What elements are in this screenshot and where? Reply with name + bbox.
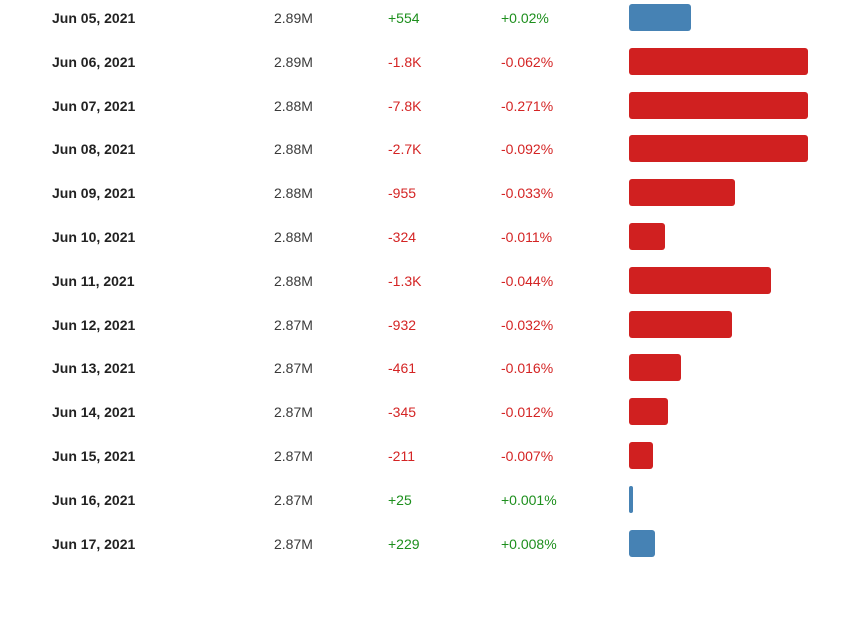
date-cell: Jun 09, 2021	[52, 185, 136, 201]
table-row: Jun 10, 2021 2.88M -324 -0.011%	[0, 222, 848, 252]
percent-cell: -0.033%	[501, 185, 554, 201]
population-cell: 2.87M	[274, 360, 313, 376]
change-bar-negative	[629, 179, 735, 206]
date-cell: Jun 13, 2021	[52, 360, 136, 376]
change-cell: +25	[388, 492, 412, 508]
percent-cell: +0.008%	[501, 536, 557, 552]
table-row: Jun 17, 2021 2.87M +229 +0.008%	[0, 529, 848, 559]
change-bar-negative	[629, 354, 681, 381]
change-cell: -1.3K	[388, 273, 422, 289]
table-row: Jun 11, 2021 2.88M -1.3K -0.044%	[0, 266, 848, 296]
change-bar-negative	[629, 398, 668, 425]
change-cell: -1.8K	[388, 54, 422, 70]
change-bar-positive	[629, 4, 691, 31]
table-row: Jun 09, 2021 2.88M -955 -0.033%	[0, 178, 848, 208]
table-row: Jun 13, 2021 2.87M -461 -0.016%	[0, 353, 848, 383]
table-row: Jun 16, 2021 2.87M +25 +0.001%	[0, 485, 848, 515]
change-bar-negative	[629, 442, 653, 469]
percent-cell: +0.02%	[501, 10, 549, 26]
date-cell: Jun 05, 2021	[52, 10, 136, 26]
change-cell: +229	[388, 536, 420, 552]
date-cell: Jun 15, 2021	[52, 448, 136, 464]
percent-cell: -0.007%	[501, 448, 554, 464]
population-cell: 2.88M	[274, 229, 313, 245]
percent-cell: -0.012%	[501, 404, 554, 420]
date-cell: Jun 17, 2021	[52, 536, 136, 552]
population-cell: 2.88M	[274, 273, 313, 289]
table-row: Jun 07, 2021 2.88M -7.8K -0.271%	[0, 91, 848, 121]
change-cell: -324	[388, 229, 417, 245]
percent-cell: -0.092%	[501, 141, 554, 157]
date-cell: Jun 07, 2021	[52, 98, 136, 114]
change-bar-negative	[629, 92, 808, 119]
percent-cell: -0.016%	[501, 360, 554, 376]
change-bar-negative	[629, 48, 808, 75]
date-cell: Jun 12, 2021	[52, 317, 136, 333]
table-row: Jun 14, 2021 2.87M -345 -0.012%	[0, 397, 848, 427]
population-cell: 2.88M	[274, 98, 313, 114]
percent-cell: -0.011%	[501, 229, 553, 245]
table-row: Jun 12, 2021 2.87M -932 -0.032%	[0, 310, 848, 340]
table-row: Jun 08, 2021 2.88M -2.7K -0.092%	[0, 134, 848, 164]
table-row: Jun 06, 2021 2.89M -1.8K -0.062%	[0, 47, 848, 77]
change-cell: -7.8K	[388, 98, 422, 114]
population-cell: 2.87M	[274, 492, 313, 508]
table-row: Jun 15, 2021 2.87M -211 -0.007%	[0, 441, 848, 471]
percent-cell: -0.044%	[501, 273, 554, 289]
change-cell: -2.7K	[388, 141, 422, 157]
percent-cell: -0.271%	[501, 98, 554, 114]
percent-cell: -0.062%	[501, 54, 554, 70]
date-cell: Jun 16, 2021	[52, 492, 136, 508]
date-cell: Jun 10, 2021	[52, 229, 136, 245]
change-cell: -955	[388, 185, 417, 201]
change-cell: +554	[388, 10, 420, 26]
population-cell: 2.88M	[274, 141, 313, 157]
change-bar-negative	[629, 311, 732, 338]
percent-cell: +0.001%	[501, 492, 557, 508]
population-cell: 2.89M	[274, 54, 313, 70]
population-cell: 2.89M	[274, 10, 313, 26]
population-cell: 2.87M	[274, 317, 313, 333]
percent-cell: -0.032%	[501, 317, 554, 333]
change-bar-negative	[629, 267, 771, 294]
change-cell: -211	[388, 448, 415, 464]
change-bar-negative	[629, 135, 808, 162]
population-cell: 2.87M	[274, 536, 313, 552]
change-cell: -461	[388, 360, 417, 376]
population-cell: 2.88M	[274, 185, 313, 201]
change-cell: -932	[388, 317, 417, 333]
change-bar-positive	[629, 486, 633, 513]
change-bar-negative	[629, 223, 665, 250]
population-cell: 2.87M	[274, 448, 313, 464]
date-cell: Jun 11, 2021	[52, 273, 135, 289]
change-bar-positive	[629, 530, 655, 557]
date-cell: Jun 06, 2021	[52, 54, 136, 70]
date-cell: Jun 14, 2021	[52, 404, 136, 420]
table-row: Jun 05, 2021 2.89M +554 +0.02%	[0, 3, 848, 33]
change-cell: -345	[388, 404, 417, 420]
population-cell: 2.87M	[274, 404, 313, 420]
date-cell: Jun 08, 2021	[52, 141, 136, 157]
